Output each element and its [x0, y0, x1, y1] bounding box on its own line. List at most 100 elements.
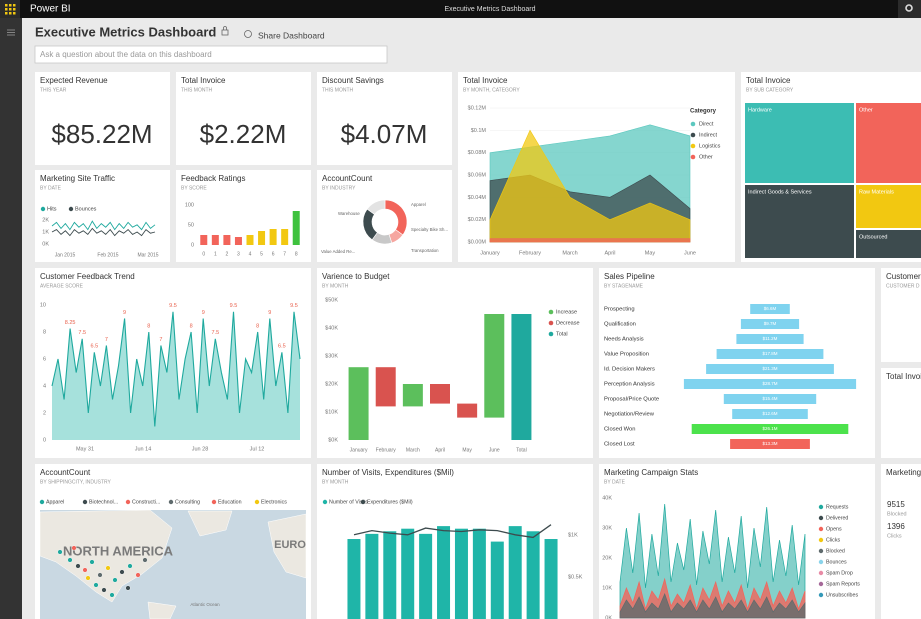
- data-label: 9.5: [230, 303, 238, 309]
- tile: [881, 464, 921, 619]
- map-land: [147, 601, 177, 619]
- data-label: $13.3M: [762, 441, 777, 446]
- legend-swatch: [690, 154, 696, 160]
- slice-label: Transportation: [411, 248, 439, 253]
- y-tick-label: $0K: [328, 437, 338, 443]
- y-tick-label: 4: [43, 383, 46, 389]
- tile-subtitle: THIS MONTH: [322, 87, 353, 93]
- x-tick-label: 0: [202, 251, 205, 257]
- x-tick-label: 1: [214, 251, 217, 257]
- legend-label: Biotechnol...: [89, 499, 118, 505]
- card-value: $4.07M: [341, 119, 428, 149]
- tile-title: Number of Visits, Expenditures ($Mil): [322, 468, 454, 477]
- window-title: Executive Metrics Dashboard: [444, 6, 535, 13]
- tile-title: Marketing: [886, 468, 921, 477]
- dashboard-title: Executive Metrics Dashboard: [35, 24, 216, 39]
- bar: [508, 526, 522, 619]
- y-tick-label: 30K: [602, 525, 612, 531]
- map-dot: [82, 567, 88, 573]
- x-tick-label: January: [350, 447, 368, 453]
- area: [52, 311, 300, 440]
- share-dashboard[interactable]: Share Dashboard: [258, 30, 325, 40]
- x-tick-label: January: [480, 250, 500, 256]
- x-tick-label: May: [462, 447, 472, 453]
- treemap-label: Hardware: [748, 107, 772, 113]
- line: [353, 524, 552, 539]
- x-tick-label: April: [435, 447, 445, 453]
- y-tick-label: 100: [185, 202, 194, 208]
- legend-label: Bounces: [826, 559, 847, 565]
- data-label: $6.6M: [764, 306, 777, 311]
- treemap-label: Outsourced: [859, 234, 887, 240]
- x-tick-label: May: [645, 250, 656, 256]
- map-dot: [112, 577, 118, 583]
- bar: [281, 229, 289, 245]
- tile-subtitle: BY SHIPPINGCITY, INDUSTRY: [40, 479, 112, 485]
- legend-label: Unsubscribes: [826, 592, 858, 598]
- y-tick-label: 0: [191, 242, 194, 248]
- settings-icon: [905, 4, 913, 12]
- data-label: 8: [190, 323, 193, 329]
- app-launcher-icon: [5, 4, 16, 15]
- funnel-bar: [691, 424, 849, 434]
- tile-subtitle: THIS MONTH: [181, 87, 212, 93]
- y-tick-label: 10: [40, 302, 46, 308]
- treemap-cell: [745, 103, 854, 183]
- tile-subtitle: BY STAGENAME: [604, 283, 644, 289]
- map-dot: [127, 563, 133, 569]
- funnel-bar: [723, 394, 817, 404]
- nav-menu-icon[interactable]: [7, 29, 15, 36]
- x-tick-label: March: [562, 250, 577, 256]
- funnel-bar: [706, 364, 834, 374]
- y-tick-label: $0.5K: [568, 574, 583, 580]
- data-label: 7.5: [78, 330, 86, 336]
- bar: [419, 533, 433, 619]
- stage-label: Negotiation/Review: [604, 412, 655, 418]
- map-land: [187, 510, 233, 537]
- stage-label: Value Proposition: [604, 352, 649, 358]
- map-dot: [97, 572, 103, 578]
- treemap-label: Other: [859, 107, 873, 113]
- tile-title: Feedback Ratings: [181, 174, 245, 183]
- stat-value: 9515: [887, 500, 905, 509]
- legend-label: Direct: [699, 121, 714, 127]
- bar: [401, 528, 415, 619]
- qna-box[interactable]: [34, 45, 388, 64]
- treemap-cell: [856, 185, 921, 228]
- tile-subtitle: AVERAGE SCORE: [40, 283, 84, 289]
- tile-title: AccountCount: [322, 174, 373, 183]
- tile: [881, 268, 921, 362]
- x-tick-label: April: [604, 250, 615, 256]
- legend-label: Logistics: [699, 143, 721, 149]
- legend-swatch: [818, 559, 824, 565]
- settings-button[interactable]: [898, 0, 921, 18]
- waterfall-bar: [484, 314, 505, 418]
- bar: [437, 526, 451, 619]
- tile-subtitle: BY INDUSTRY: [322, 185, 356, 191]
- data-label: 9.5: [290, 303, 298, 309]
- y-tick-label: $40K: [325, 325, 338, 331]
- card-value: $85.22M: [51, 119, 152, 149]
- x-tick-label: Total: [516, 447, 527, 453]
- map-label: NORTH AMERICA: [63, 543, 174, 558]
- x-tick-label: February: [519, 250, 541, 256]
- legend-swatch: [211, 499, 217, 505]
- legend-label: Decrease: [556, 320, 580, 326]
- legend-swatch: [818, 504, 824, 510]
- share-icon[interactable]: [244, 30, 252, 38]
- bar: [292, 211, 300, 245]
- legend-swatch: [168, 499, 174, 505]
- legend-swatch: [818, 548, 824, 554]
- legend-swatch: [818, 526, 824, 532]
- data-label: $11.2M: [763, 336, 778, 341]
- tile-subtitle: CUSTOMER D: [886, 283, 920, 289]
- area: [489, 238, 691, 243]
- bar: [347, 539, 361, 619]
- tile: [176, 170, 311, 262]
- legend-swatch: [548, 331, 554, 337]
- data-label: 9: [202, 310, 205, 316]
- map-dot: [105, 565, 111, 571]
- tile-title: Total Invoi: [886, 372, 921, 381]
- legend-label: Consulting: [175, 499, 200, 505]
